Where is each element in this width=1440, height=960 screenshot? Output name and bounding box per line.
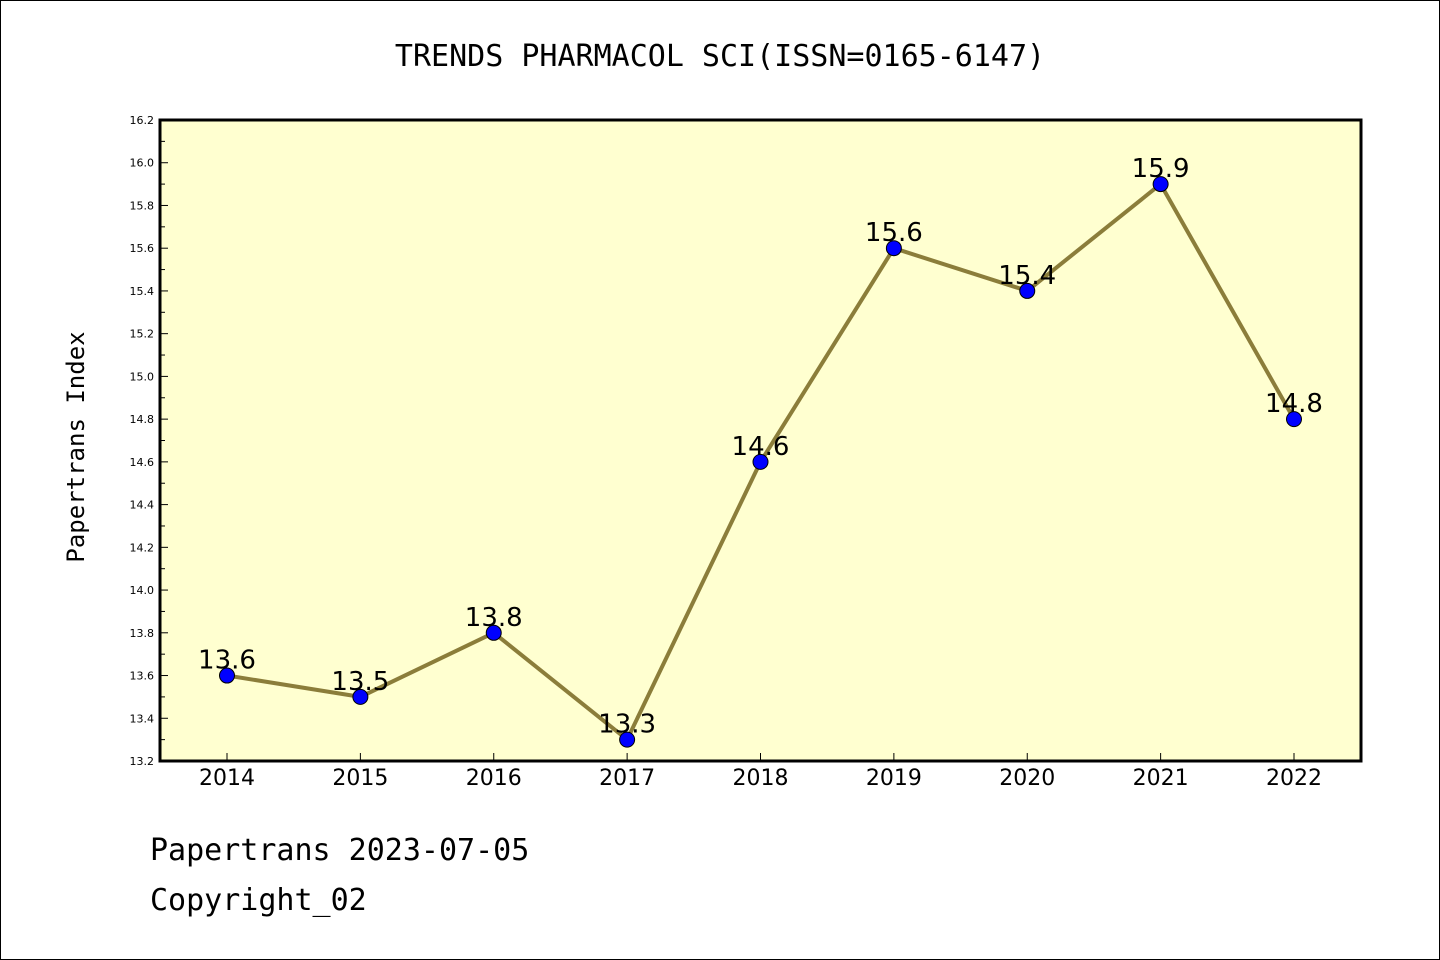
y-tick-label: 14.0: [130, 584, 155, 597]
x-tick-label: 2021: [1133, 766, 1189, 791]
data-label-2020: 15.4: [998, 261, 1056, 291]
x-tick-label: 2022: [1266, 766, 1322, 791]
x-tick-label: 2015: [332, 766, 388, 791]
y-tick-label: 13.2: [130, 755, 155, 768]
y-tick-label: 15.8: [130, 199, 155, 212]
data-label-2015: 13.5: [331, 667, 389, 697]
data-point-2014: [219, 667, 235, 684]
data-point-2017: [619, 731, 636, 748]
y-axis: 13.2 13.4 13.6 13.8 14.0 14.2 14.4 14.6 14.8 15.0…: [130, 114, 168, 768]
y-tick-label: 16.2: [130, 114, 155, 127]
data-point-2018: [752, 453, 769, 470]
y-tick-label: 15.6: [130, 242, 155, 255]
plot-area: [160, 120, 1361, 761]
data-point-2020: [1019, 282, 1036, 299]
y-tick-label: 15.4: [130, 285, 155, 298]
x-tick-label: 2018: [733, 766, 789, 791]
data-label-2014: 13.6: [198, 646, 256, 676]
y-tick-label: 15.0: [130, 370, 155, 383]
data-label-2022: 14.8: [1265, 389, 1323, 419]
plot-border: [158, 118, 1363, 763]
x-tick-label: 2017: [599, 766, 655, 791]
x-axis: 2014 2015 2016 2017 2018 2019 2020 2021 2022: [199, 753, 1322, 791]
data-point-2022: [1286, 411, 1302, 428]
footer-date: Papertrans 2023-07-05: [150, 833, 530, 868]
y-tick-label: 14.8: [130, 413, 155, 426]
y-tick-label: 13.4: [130, 712, 155, 725]
y-axis-label: Papertrans Index: [62, 331, 90, 562]
x-tick-label: 2014: [199, 766, 255, 791]
x-tick-label: 2020: [999, 766, 1055, 791]
data-point-2019: [885, 240, 902, 257]
footer-copyright: Copyright_02: [150, 883, 367, 918]
data-point-2015: [352, 688, 369, 705]
y-tick-label: 15.2: [130, 328, 155, 341]
chart-title: TRENDS PHARMACOL SCI(ISSN=0165-6147): [395, 39, 1045, 74]
y-tick-label: 14.6: [130, 456, 155, 469]
data-label-2017: 13.3: [598, 710, 656, 740]
x-tick-label: 2016: [466, 766, 522, 791]
data-label-2016: 13.8: [465, 603, 523, 633]
x-tick-label: 2019: [866, 766, 922, 791]
y-tick-label: 16.0: [130, 157, 155, 170]
data-labels: 13.6 13.5 13.8 13.3 14.6 15.6 15.4 15.9 14.8: [198, 154, 1323, 740]
data-label-2019: 15.6: [865, 218, 923, 248]
data-point-2021: [1152, 176, 1169, 193]
y-tick-label: 13.6: [130, 670, 155, 683]
data-series: [219, 176, 1302, 748]
y-tick-label: 14.2: [130, 541, 155, 554]
data-label-2021: 15.9: [1132, 154, 1190, 184]
data-label-2018: 14.6: [732, 432, 790, 462]
y-tick-label: 13.8: [130, 627, 155, 640]
data-point-2016: [485, 624, 502, 641]
y-tick-label: 14.4: [130, 499, 155, 512]
